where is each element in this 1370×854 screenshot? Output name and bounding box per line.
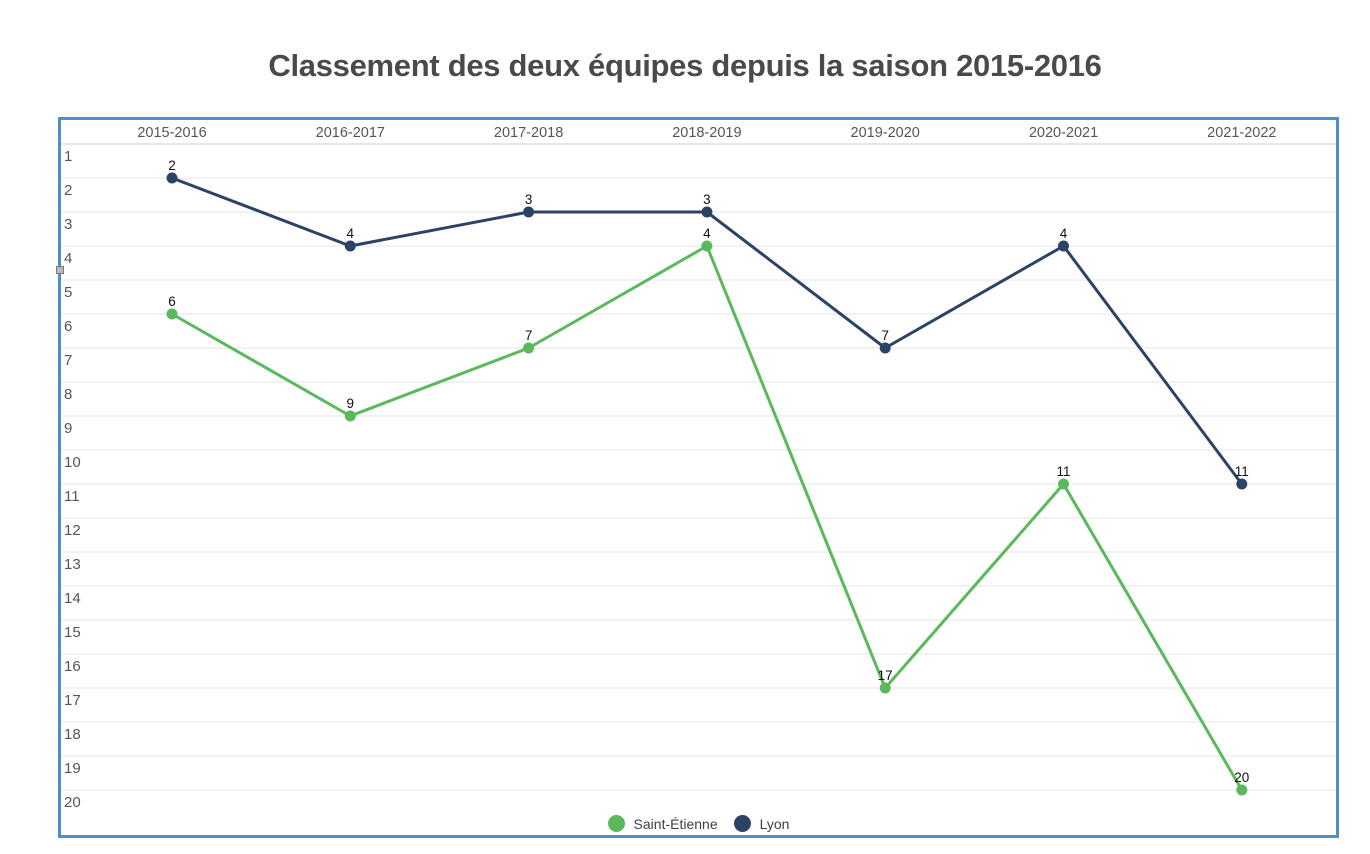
x-axis-label: 2020-2021 <box>1029 125 1098 141</box>
data-point[interactable] <box>1236 478 1248 490</box>
data-point[interactable] <box>1236 784 1248 796</box>
x-axis-label: 2021-2022 <box>1207 125 1276 141</box>
legend-label: Saint-Étienne <box>633 815 718 832</box>
y-axis-label: 8 <box>64 386 72 403</box>
data-point-label: 4 <box>1060 226 1068 241</box>
y-axis-label: 16 <box>64 658 81 675</box>
x-axis-label: 2019-2020 <box>851 125 920 141</box>
data-point-label: 6 <box>168 294 176 309</box>
data-point[interactable] <box>879 682 891 694</box>
legend-label: Lyon <box>759 815 790 832</box>
x-axis-label: 2018-2019 <box>672 125 741 141</box>
y-axis-label: 15 <box>64 624 81 641</box>
y-axis-label: 13 <box>64 556 81 573</box>
data-point-label: 3 <box>525 192 533 207</box>
x-axis-label: 2017-2018 <box>494 125 563 141</box>
legend-item-saint-tienne[interactable]: Saint-Étienne <box>607 815 718 832</box>
y-axis-label: 7 <box>64 352 72 369</box>
chart-title: Classement des deux équipes depuis la sa… <box>268 48 1102 83</box>
legend-item-lyon[interactable]: Lyon <box>733 815 790 832</box>
x-axis-label: 2015-2016 <box>137 125 206 141</box>
data-point[interactable] <box>879 342 891 354</box>
chart-legend: Saint-Étienne Lyon <box>61 815 1336 832</box>
data-point[interactable] <box>166 172 178 184</box>
chart-frame: 1 2 3 4 5 6 7 8 9 10 11 12 13 14 15 16 17 18 19 20 2015-2016… <box>56 117 1339 838</box>
data-point[interactable] <box>701 206 713 218</box>
y-axis-label: 6 <box>64 318 72 335</box>
y-axis-label: 10 <box>64 454 81 471</box>
data-point-label: 11 <box>1235 464 1249 479</box>
resize-handle[interactable] <box>56 266 64 274</box>
data-point-label: 17 <box>878 668 893 683</box>
data-point-label: 2 <box>168 158 176 173</box>
data-point[interactable] <box>344 240 356 252</box>
data-point-label: 20 <box>1234 770 1249 785</box>
y-axis-label: 14 <box>64 590 81 607</box>
y-axis-label: 5 <box>64 284 72 301</box>
data-point[interactable] <box>1058 478 1069 490</box>
data-point[interactable] <box>166 308 178 320</box>
y-axis-label: 9 <box>64 420 72 437</box>
y-axis-label: 12 <box>64 522 81 539</box>
y-axis-label: 4 <box>64 250 72 267</box>
series-line-lyon <box>170 176 1244 486</box>
data-point-label: 4 <box>703 226 711 241</box>
y-axis-label: 18 <box>64 726 81 743</box>
data-point[interactable] <box>523 342 535 354</box>
x-axis-label: 2016-2017 <box>316 125 385 141</box>
y-axis-label: 19 <box>64 760 81 777</box>
data-point[interactable] <box>344 410 356 422</box>
line-chart: 12345678910111213141516171819202015-2016… <box>61 125 1336 811</box>
data-point[interactable] <box>523 206 535 218</box>
data-point[interactable] <box>1058 240 1069 252</box>
legend-swatch-icon <box>607 815 625 832</box>
y-axis-label: 20 <box>64 794 81 811</box>
legend-swatch-icon <box>733 815 751 832</box>
data-point-label: 11 <box>1056 464 1070 479</box>
data-point-label: 7 <box>525 328 533 343</box>
y-axis-label: 17 <box>64 692 81 709</box>
y-axis-label: 1 <box>64 148 72 165</box>
y-axis-label: 3 <box>64 216 72 233</box>
data-point-label: 7 <box>881 328 889 343</box>
data-point-label: 4 <box>347 226 355 241</box>
data-point[interactable] <box>701 240 713 252</box>
y-axis-label: 11 <box>64 488 80 505</box>
data-point-label: 3 <box>703 192 711 207</box>
data-point-label: 9 <box>347 396 355 411</box>
y-axis-label: 2 <box>64 182 72 199</box>
